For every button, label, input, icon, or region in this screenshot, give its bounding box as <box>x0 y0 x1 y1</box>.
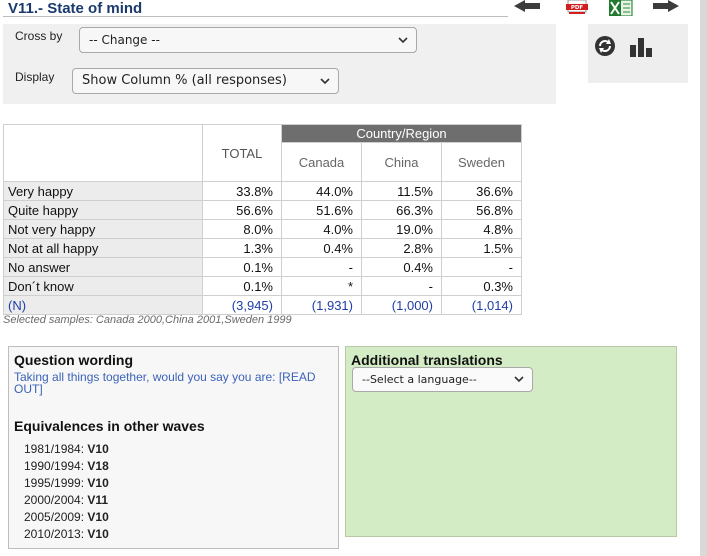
cell-value: - <box>281 257 362 277</box>
wave-code: V18 <box>87 459 109 473</box>
cell-value: 4.0% <box>281 219 362 239</box>
cell-value: 56.6% <box>202 200 282 220</box>
cell-value: 44.0% <box>281 181 362 201</box>
wave-code: V10 <box>87 510 109 524</box>
language-select[interactable]: --Select a language-- <box>352 367 533 392</box>
table-row: No answer 0.1% - 0.4% - <box>3 257 522 277</box>
cell-value: 33.8% <box>202 181 282 201</box>
table-row: Quite happy 56.6% 51.6% 66.3% 56.8% <box>3 200 522 220</box>
translations-panel: Additional translations --Select a langu… <box>345 346 677 537</box>
translations-heading: Additional translations <box>351 352 503 368</box>
country-header: China <box>361 142 442 182</box>
n-value: (1,931) <box>281 295 362 315</box>
row-label: Very happy <box>3 181 203 201</box>
equivalences-list: 1981/1984: V10 1990/1994: V18 1995/1999:… <box>24 441 109 543</box>
results-table: TOTAL Country/Region Canada China Sweden… <box>3 124 522 315</box>
table-row: Not at all happy 1.3% 0.4% 2.8% 1.5% <box>3 238 522 258</box>
list-item: 1990/1994: V18 <box>24 458 109 475</box>
country-header: Canada <box>281 142 362 182</box>
wave-code: V10 <box>87 442 109 456</box>
wave-code: V10 <box>87 527 109 541</box>
language-select-value: --Select a language-- <box>362 373 477 386</box>
cell-value: 0.1% <box>202 276 282 296</box>
display-value: Show Column % (all responses) <box>82 73 287 88</box>
cell-value: 1.3% <box>202 238 282 258</box>
wave-label: 1995/1999: <box>24 476 85 490</box>
cell-value: 11.5% <box>361 181 442 201</box>
cell-value: 51.6% <box>281 200 362 220</box>
cell-value: 66.3% <box>361 200 442 220</box>
list-item: 1981/1984: V10 <box>24 441 109 458</box>
title-divider <box>3 16 508 17</box>
wave-label: 1990/1994: <box>24 459 85 473</box>
cell-value: 8.0% <box>202 219 282 239</box>
bar-chart-icon[interactable] <box>629 36 653 58</box>
table-row: Not very happy 8.0% 4.0% 19.0% 4.8% <box>3 219 522 239</box>
chevron-down-icon <box>398 28 408 52</box>
row-label: No answer <box>3 257 203 277</box>
cell-value: 0.4% <box>281 238 362 258</box>
list-item: 1995/1999: V10 <box>24 475 109 492</box>
row-label: Don´t know <box>3 276 203 296</box>
excel-icon[interactable] <box>609 0 633 16</box>
arrow-right-icon[interactable] <box>651 0 679 12</box>
arrow-left-icon[interactable] <box>514 0 542 12</box>
list-item: 2000/2004: V11 <box>24 492 109 509</box>
total-header: TOTAL <box>202 124 282 182</box>
cell-value: - <box>361 276 442 296</box>
cell-value: 1.5% <box>441 238 522 258</box>
cross-by-select[interactable]: -- Change -- <box>79 27 417 53</box>
cell-value: 56.8% <box>441 200 522 220</box>
wave-label: 1981/1984: <box>24 442 85 456</box>
cell-value: - <box>441 257 522 277</box>
row-label: Not at all happy <box>3 238 203 258</box>
cell-value: 19.0% <box>361 219 442 239</box>
cell-value: 0.4% <box>361 257 442 277</box>
equivalences-heading: Equivalences in other waves <box>14 418 205 434</box>
n-value: (1,014) <box>441 295 522 315</box>
question-text: Taking all things together, would you sa… <box>14 370 316 396</box>
cell-value: 2.8% <box>361 238 442 258</box>
display-label: Display <box>15 70 55 84</box>
table-corner <box>3 124 203 182</box>
chevron-down-icon <box>514 368 524 391</box>
n-row: (N) (3,945) (1,931) (1,000) (1,014) <box>3 295 522 315</box>
list-item: 2010/2013: V10 <box>24 526 109 543</box>
cell-value: * <box>281 276 362 296</box>
selected-samples-note: Selected samples: Canada 2000,China 2001… <box>3 314 292 326</box>
display-select[interactable]: Show Column % (all responses) <box>72 68 339 94</box>
question-panel: Question wording Taking all things toget… <box>8 346 339 549</box>
cell-value: 0.1% <box>202 257 282 277</box>
row-label: Quite happy <box>3 200 203 220</box>
table-row: Don´t know 0.1% * - 0.3% <box>3 276 522 296</box>
cross-by-label: Cross by <box>15 29 63 43</box>
window-edge <box>700 0 707 556</box>
country-group-header: Country/Region <box>281 124 522 143</box>
refresh-icon[interactable] <box>594 35 616 57</box>
row-label: Not very happy <box>3 219 203 239</box>
view-tools-panel <box>588 24 688 83</box>
cross-by-value: -- Change -- <box>89 33 160 47</box>
svg-text:PDF: PDF <box>571 5 584 11</box>
wave-label: 2010/2013: <box>24 527 85 541</box>
wave-label: 2005/2009: <box>24 510 85 524</box>
question-heading: Question wording <box>14 352 133 368</box>
country-header: Sweden <box>441 142 522 182</box>
list-item: 2005/2009: V10 <box>24 509 109 526</box>
chevron-down-icon <box>320 69 330 93</box>
pdf-icon[interactable]: PDF <box>566 0 588 16</box>
n-value: (3,945) <box>202 295 282 315</box>
cell-value: 0.3% <box>441 276 522 296</box>
controls-panel: Cross by -- Change -- Display Show Colum… <box>3 24 556 104</box>
cell-value: 36.6% <box>441 181 522 201</box>
page-title: V11.- State of mind <box>8 0 143 17</box>
cell-value: 4.8% <box>441 219 522 239</box>
wave-label: 2000/2004: <box>24 493 85 507</box>
row-label: (N) <box>3 295 203 315</box>
n-value: (1,000) <box>361 295 442 315</box>
wave-code: V10 <box>87 476 109 490</box>
wave-code: V11 <box>87 493 109 507</box>
table-row: Very happy 33.8% 44.0% 11.5% 36.6% <box>3 181 522 201</box>
